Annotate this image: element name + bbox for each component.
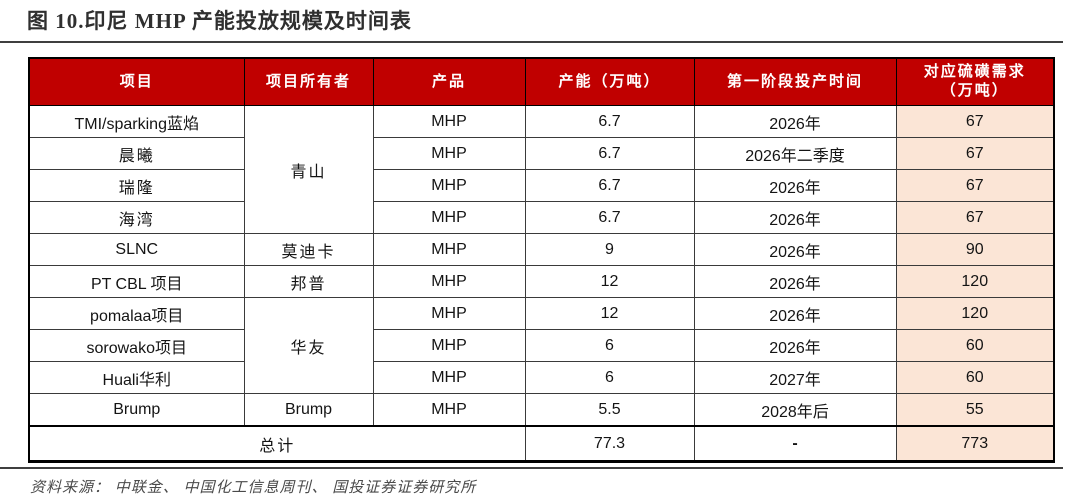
total-label-cell: 总计: [28, 425, 526, 462]
table-row: PT CBL 项目 邦普 MHP 12 2026年 120: [28, 265, 1055, 298]
table-row: Brump Brump MHP 5.5 2028年后 55: [28, 393, 1055, 427]
footer-divider: [0, 467, 1063, 469]
owner-cell-bangpu: 邦普: [243, 265, 374, 298]
figure-title: 图 10.印尼 MHP 产能投放规模及时间表: [27, 9, 412, 33]
sulfur-cell: 67: [895, 169, 1055, 202]
time-cell: 2026年: [693, 105, 897, 138]
time-cell: 2028年后: [693, 393, 897, 427]
project-cell: PT CBL 项目: [28, 265, 245, 298]
capacity-cell: 6: [524, 329, 695, 362]
total-capacity-cell: 77.3: [524, 425, 695, 462]
capacity-table: 项目 项目所有者 产品 产能（万吨） 第一阶段投产时间 对应硫磺需求 （万吨） …: [28, 57, 1055, 463]
sulfur-cell: 55: [895, 393, 1055, 427]
product-cell: MHP: [372, 233, 526, 266]
table-row: SLNC 莫迪卡 MHP 9 2026年 90: [28, 233, 1055, 266]
table-header-row: 项目 项目所有者 产品 产能（万吨） 第一阶段投产时间 对应硫磺需求 （万吨）: [28, 57, 1055, 106]
product-cell: MHP: [372, 169, 526, 202]
sulfur-cell: 120: [895, 297, 1055, 330]
time-cell: 2027年: [693, 361, 897, 394]
time-cell: 2026年: [693, 169, 897, 202]
product-cell: MHP: [372, 137, 526, 170]
time-cell: 2026年: [693, 233, 897, 266]
product-cell: MHP: [372, 361, 526, 394]
capacity-cell: 6.7: [524, 137, 695, 170]
sulfur-cell: 67: [895, 137, 1055, 170]
time-cell: 2026年: [693, 297, 897, 330]
product-cell: MHP: [372, 393, 526, 427]
project-cell: 海湾: [28, 201, 245, 234]
table-row: 晨曦 MHP 6.7 2026年二季度 67: [28, 137, 1055, 170]
product-cell: MHP: [372, 265, 526, 298]
sulfur-cell: 120: [895, 265, 1055, 298]
product-cell: MHP: [372, 297, 526, 330]
owner-cell-huayou: 华友: [243, 297, 374, 394]
sulfur-cell: 60: [895, 361, 1055, 394]
column-header-owner: 项目所有者: [243, 57, 374, 106]
column-header-time: 第一阶段投产时间: [693, 57, 897, 106]
table-row: pomalaa项目 华友 MHP 12 2026年 120: [28, 297, 1055, 394]
table-row: TMI/sparking蓝焰 青山 MHP 6.7 2026年 67: [28, 105, 1055, 234]
table-row: 瑞隆 MHP 6.7 2026年 67: [28, 169, 1055, 202]
time-cell: 2026年: [693, 265, 897, 298]
capacity-cell: 6.7: [524, 105, 695, 138]
column-header-product: 产品: [372, 57, 526, 106]
table-row: sorowako项目 MHP 6 2026年 60: [28, 329, 1055, 362]
capacity-cell: 6.7: [524, 169, 695, 202]
sulfur-cell: 90: [895, 233, 1055, 266]
owner-cell-qingshan: 青山: [243, 105, 374, 234]
time-cell: 2026年: [693, 201, 897, 234]
project-cell: Brump: [28, 393, 245, 427]
time-cell: 2026年二季度: [693, 137, 897, 170]
product-cell: MHP: [372, 201, 526, 234]
total-sulfur-cell: 773: [895, 425, 1055, 462]
sulfur-cell: 67: [895, 105, 1055, 138]
project-cell: Huali华利: [28, 361, 245, 394]
table-row: 海湾 MHP 6.7 2026年 67: [28, 201, 1055, 234]
time-cell: 2026年: [693, 329, 897, 362]
total-row: 总计 77.3 - 773: [28, 425, 1055, 462]
capacity-cell: 6.7: [524, 201, 695, 234]
project-cell: 晨曦: [28, 137, 245, 170]
product-cell: MHP: [372, 105, 526, 138]
project-cell: sorowako项目: [28, 329, 245, 362]
total-time-cell: -: [693, 425, 897, 462]
column-header-sulfur-line2: （万吨）: [940, 83, 1009, 99]
data-source-note: 资料来源： 中联金、 中国化工信息周刊、 国投证券证券研究所: [30, 480, 477, 496]
project-cell: SLNC: [28, 233, 245, 266]
column-header-capacity: 产能（万吨）: [524, 57, 695, 106]
sulfur-cell: 60: [895, 329, 1055, 362]
project-cell: pomalaa项目: [28, 297, 245, 330]
capacity-cell: 12: [524, 265, 695, 298]
title-underline: [0, 41, 1063, 43]
capacity-cell: 9: [524, 233, 695, 266]
capacity-cell: 12: [524, 297, 695, 330]
product-cell: MHP: [372, 329, 526, 362]
column-header-sulfur-line1: 对应硫磺需求: [923, 64, 1026, 81]
project-cell: 瑞隆: [28, 169, 245, 202]
project-cell: TMI/sparking蓝焰: [28, 105, 245, 138]
owner-cell-modika: 莫迪卡: [243, 233, 374, 266]
column-header-project: 项目: [28, 57, 245, 106]
capacity-cell: 6: [524, 361, 695, 394]
column-header-sulfur: 对应硫磺需求 （万吨）: [895, 57, 1055, 106]
sulfur-cell: 67: [895, 201, 1055, 234]
table-row: Huali华利 MHP 6 2027年 60: [28, 361, 1055, 394]
capacity-cell: 5.5: [524, 393, 695, 427]
owner-cell-brump: Brump: [243, 393, 374, 427]
